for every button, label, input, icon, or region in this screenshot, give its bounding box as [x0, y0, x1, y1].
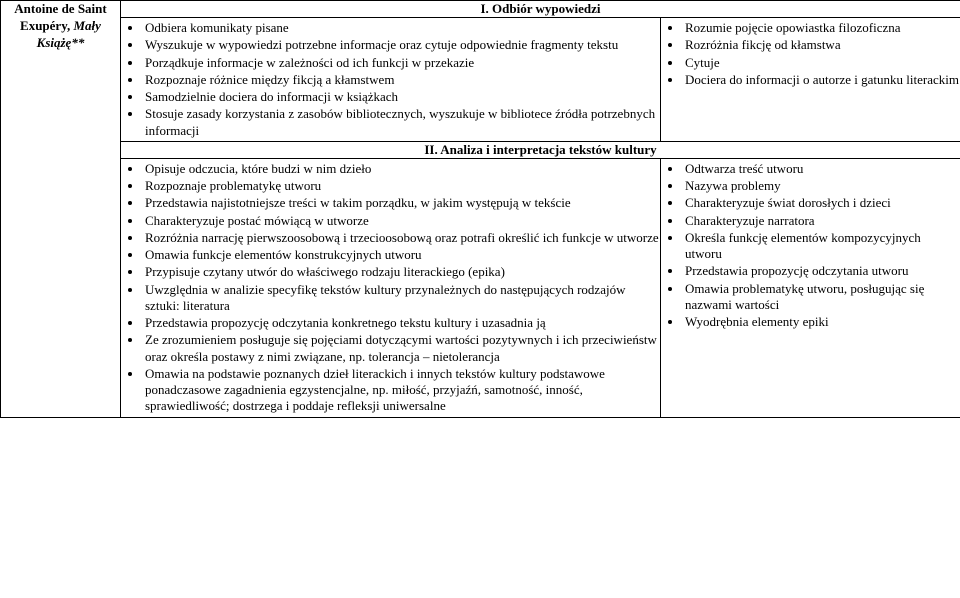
list-item: Ze zrozumieniem posługuje się pojęciami …	[143, 332, 660, 365]
section-1-header: I. Odbiór wypowiedzi	[121, 1, 960, 18]
list-item: Omawia funkcje elementów konstrukcyjnych…	[143, 247, 660, 263]
section-1-right-list: Rozumie pojęcie opowiastka filozoficzna …	[661, 20, 960, 88]
section-1-mid-cell: Odbiera komunikaty pisane Wyszukuje w wy…	[121, 18, 661, 142]
list-item: Nazywa problemy	[683, 178, 960, 194]
list-item: Stosuje zasady korzystania z zasobów bib…	[143, 106, 660, 139]
list-item: Przedstawia najistotniejsze treści w tak…	[143, 195, 660, 211]
list-item: Rozumie pojęcie opowiastka filozoficzna	[683, 20, 960, 36]
list-item: Rozróżnia fikcję od kłamstwa	[683, 37, 960, 53]
list-item: Charakteryzuje narratora	[683, 213, 960, 229]
work-cell: Antoine de Saint Exupéry, Mały Książę**	[1, 1, 121, 418]
list-item: Rozpoznaje problematykę utworu	[143, 178, 660, 194]
list-item: Charakteryzuje świat dorosłych i dzieci	[683, 195, 960, 211]
list-item: Omawia na podstawie poznanych dzieł lite…	[143, 366, 660, 415]
list-item: Określa funkcję elementów kompozycyjnych…	[683, 230, 960, 263]
list-item: Opisuje odczucia, które budzi w nim dzie…	[143, 161, 660, 177]
list-item: Rozpoznaje różnice między fikcją a kłams…	[143, 72, 660, 88]
section-2-mid-cell: Opisuje odczucia, które budzi w nim dzie…	[121, 158, 661, 417]
list-item: Rozróżnia narrację pierwszoosobową i trz…	[143, 230, 660, 246]
list-item: Omawia problematykę utworu, posługując s…	[683, 281, 960, 314]
list-item: Cytuje	[683, 55, 960, 71]
list-item: Przedstawia propozycję odczytania utworu	[683, 263, 960, 279]
list-item: Uwzględnia w analizie specyfikę tekstów …	[143, 282, 660, 315]
list-item: Porządkuje informacje w zależności od ic…	[143, 55, 660, 71]
list-item: Wyszukuje w wypowiedzi potrzebne informa…	[143, 37, 660, 53]
list-item: Odbiera komunikaty pisane	[143, 20, 660, 36]
section-1-mid-list: Odbiera komunikaty pisane Wyszukuje w wy…	[121, 20, 660, 139]
curriculum-table: Antoine de Saint Exupéry, Mały Książę** …	[0, 0, 960, 418]
list-item: Odtwarza treść utworu	[683, 161, 960, 177]
section-2-right-cell: Odtwarza treść utworu Nazywa problemy Ch…	[661, 158, 960, 417]
section-1-header-row: Antoine de Saint Exupéry, Mały Książę** …	[1, 1, 960, 18]
section-1-content-row: Odbiera komunikaty pisane Wyszukuje w wy…	[1, 18, 960, 142]
list-item: Wyodrębnia elementy epiki	[683, 314, 960, 330]
section-2-mid-list: Opisuje odczucia, które budzi w nim dzie…	[121, 161, 660, 415]
list-item: Przypisuje czytany utwór do właściwego r…	[143, 264, 660, 280]
list-item: Przedstawia propozycję odczytania konkre…	[143, 315, 660, 331]
section-1-right-cell: Rozumie pojęcie opowiastka filozoficzna …	[661, 18, 960, 142]
section-2-header: II. Analiza i interpretacja tekstów kult…	[121, 141, 960, 158]
section-2-right-list: Odtwarza treść utworu Nazywa problemy Ch…	[661, 161, 960, 331]
list-item: Dociera do informacji o autorze i gatunk…	[683, 72, 960, 88]
section-2-content-row: Opisuje odczucia, które budzi w nim dzie…	[1, 158, 960, 417]
list-item: Charakteryzuje postać mówiącą w utworze	[143, 213, 660, 229]
section-2-header-row: II. Analiza i interpretacja tekstów kult…	[1, 141, 960, 158]
list-item: Samodzielnie dociera do informacji w ksi…	[143, 89, 660, 105]
